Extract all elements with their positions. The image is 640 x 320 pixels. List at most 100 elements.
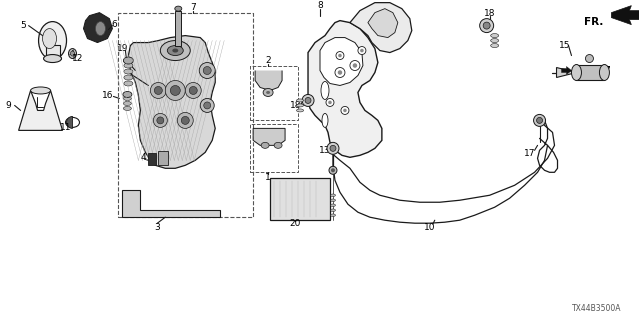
Polygon shape (255, 70, 282, 91)
Circle shape (479, 19, 493, 33)
Ellipse shape (296, 99, 303, 102)
Ellipse shape (572, 65, 582, 81)
Circle shape (328, 101, 332, 104)
Polygon shape (320, 37, 363, 85)
Polygon shape (122, 190, 220, 217)
Circle shape (329, 166, 337, 174)
Circle shape (335, 68, 345, 77)
Ellipse shape (31, 87, 51, 94)
Circle shape (534, 115, 545, 126)
Ellipse shape (124, 96, 131, 100)
Bar (250, 124, 298, 172)
Polygon shape (253, 128, 285, 145)
Polygon shape (308, 20, 382, 157)
Circle shape (150, 83, 166, 99)
Text: 9: 9 (6, 101, 12, 110)
Circle shape (586, 54, 593, 62)
Ellipse shape (296, 109, 303, 112)
Text: 12: 12 (72, 54, 83, 63)
Circle shape (331, 168, 335, 172)
Circle shape (536, 117, 543, 124)
Circle shape (181, 116, 189, 124)
Bar (270, 178, 330, 220)
Ellipse shape (38, 22, 67, 60)
Text: 2: 2 (266, 56, 271, 65)
Ellipse shape (296, 104, 303, 107)
Polygon shape (19, 91, 63, 130)
Circle shape (350, 60, 360, 70)
Bar (250, 66, 298, 120)
Circle shape (360, 49, 364, 52)
Polygon shape (561, 67, 572, 75)
Circle shape (154, 86, 163, 94)
Ellipse shape (263, 88, 273, 96)
Circle shape (330, 145, 336, 151)
Ellipse shape (330, 214, 335, 216)
Ellipse shape (167, 45, 183, 56)
Bar (158, 151, 168, 165)
Ellipse shape (95, 22, 106, 36)
Circle shape (305, 98, 311, 103)
Text: 13: 13 (319, 146, 331, 155)
Text: 17: 17 (524, 149, 535, 158)
Ellipse shape (491, 39, 499, 43)
Ellipse shape (330, 199, 335, 202)
Ellipse shape (123, 92, 132, 98)
Text: 16: 16 (102, 91, 113, 100)
Polygon shape (83, 12, 113, 43)
Text: 14: 14 (157, 153, 168, 162)
Circle shape (338, 70, 342, 75)
Ellipse shape (321, 82, 329, 100)
Ellipse shape (124, 81, 133, 86)
Text: TX44B3500A: TX44B3500A (572, 304, 621, 313)
Ellipse shape (322, 113, 328, 127)
Circle shape (343, 108, 347, 112)
Text: 15: 15 (559, 41, 570, 50)
Bar (45, 44, 60, 59)
Ellipse shape (124, 63, 133, 68)
Text: 5: 5 (20, 21, 26, 30)
Text: 1: 1 (265, 173, 271, 182)
Text: 7: 7 (190, 3, 196, 12)
Polygon shape (368, 9, 398, 37)
Polygon shape (350, 3, 412, 52)
Circle shape (200, 99, 214, 112)
Ellipse shape (600, 65, 609, 81)
Polygon shape (557, 68, 577, 77)
Polygon shape (129, 36, 215, 168)
Text: 18: 18 (291, 101, 302, 110)
Ellipse shape (491, 44, 499, 48)
Ellipse shape (491, 34, 499, 37)
Circle shape (154, 113, 167, 127)
Circle shape (157, 117, 164, 124)
Circle shape (165, 81, 185, 100)
Ellipse shape (68, 49, 77, 59)
Ellipse shape (124, 57, 133, 64)
Text: 11: 11 (60, 123, 71, 132)
Ellipse shape (124, 101, 131, 105)
Text: 18: 18 (484, 9, 495, 18)
Circle shape (338, 54, 342, 57)
Text: 6: 6 (111, 20, 117, 29)
Bar (577, 65, 604, 81)
Ellipse shape (124, 107, 131, 110)
Circle shape (327, 142, 339, 154)
Wedge shape (67, 116, 72, 128)
Circle shape (204, 67, 211, 75)
Text: 4: 4 (141, 153, 146, 162)
Bar (175, 11, 181, 45)
Circle shape (170, 85, 180, 95)
Circle shape (185, 83, 201, 99)
Text: 3: 3 (154, 223, 160, 232)
Text: 10: 10 (424, 223, 436, 232)
Ellipse shape (330, 209, 335, 212)
Ellipse shape (44, 54, 61, 62)
Ellipse shape (274, 142, 282, 148)
Text: ATM-7: ATM-7 (573, 66, 611, 76)
Ellipse shape (330, 194, 335, 196)
Circle shape (199, 62, 215, 78)
Ellipse shape (43, 28, 56, 49)
Circle shape (177, 112, 193, 128)
Text: 8: 8 (317, 1, 323, 10)
Ellipse shape (161, 41, 190, 60)
